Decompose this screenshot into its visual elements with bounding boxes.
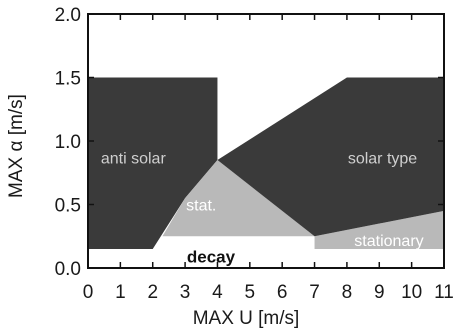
annotation-solar-type: solar type [348,151,417,168]
x-tick-label: 2 [147,282,158,303]
y-tick-label: 0.5 [55,196,81,217]
x-tick-label: 8 [342,282,353,303]
y-tick-label: 0.0 [55,259,81,280]
region-stationary [314,210,444,249]
x-tick-label: 10 [401,282,422,303]
x-tick-label: 9 [374,282,385,303]
x-tick-label: 6 [277,282,288,303]
x-tick-label: 1 [115,282,126,303]
x-tick-label: 4 [212,282,223,303]
x-tick-label: 5 [245,282,256,303]
y-tick-label: 1.0 [55,132,81,153]
region-anti-solar [88,77,218,249]
y-axis-label: MAX α [m/s] [6,94,27,198]
x-tick-label: 7 [309,282,320,303]
annotation-anti-solar: anti solar [101,151,167,168]
y-tick-label: 1.5 [55,69,81,90]
annotation-stat: stat. [186,198,216,215]
annotation-stationary: stationary [354,233,423,250]
region-solar-type [217,77,444,237]
x-tick-label: 0 [83,282,94,303]
region-polygons [88,77,444,268]
x-axis-label: MAX U [m/s] [193,308,300,329]
region-decay [88,248,444,268]
region-annotations: anti solar stat. solar type stationary decay [101,151,424,267]
y-tick-label: 2.0 [55,5,81,26]
annotation-decay: decay [187,248,236,267]
x-tick-label: 3 [180,282,191,303]
axis-ticks: 0 1 2 3 4 5 6 7 8 9 10 11 0.0 0.5 1.0 1.5 2.0 [55,5,454,303]
region-stat- [162,160,315,237]
x-tick-label: 11 [434,282,454,303]
